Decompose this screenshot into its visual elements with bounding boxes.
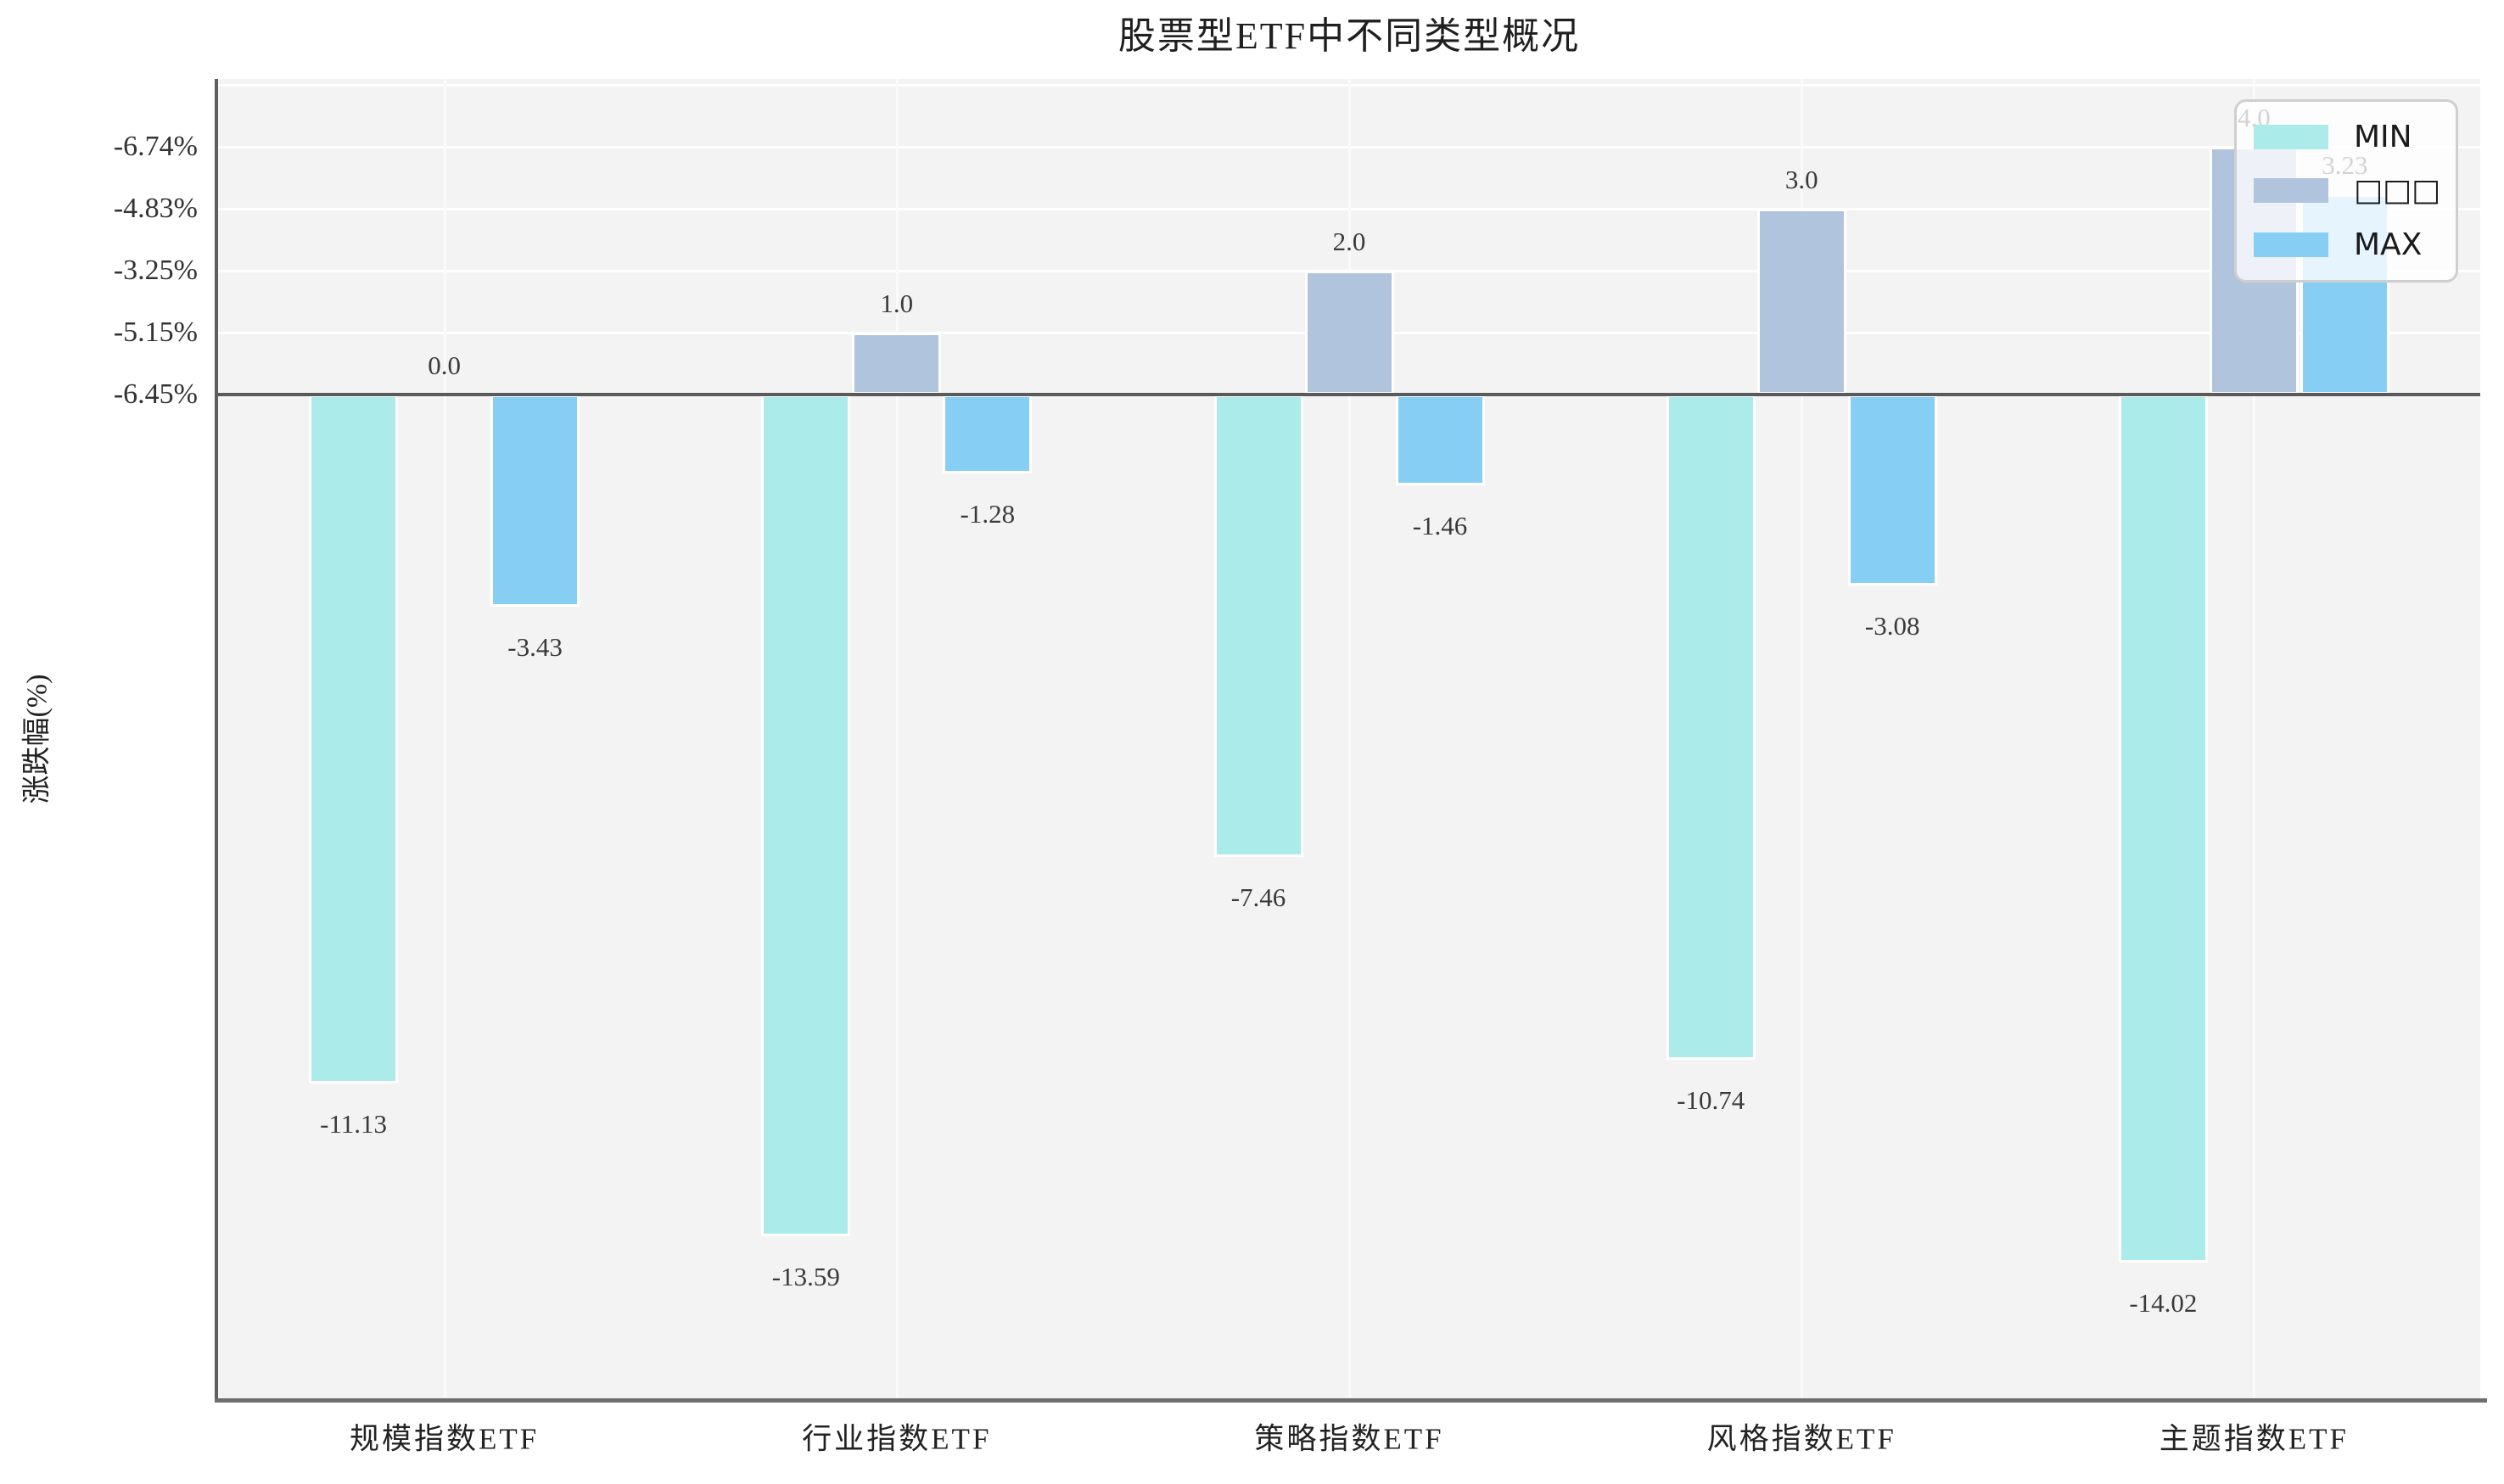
bar-MAX-规模指数ETF bbox=[490, 395, 580, 608]
bar-MIN-策略指数ETF bbox=[1213, 395, 1303, 857]
bar-MIN-风格指数ETF bbox=[1666, 395, 1756, 1061]
v-gridline bbox=[895, 79, 899, 1400]
bar-value-label: -3.08 bbox=[1864, 610, 1920, 641]
bar-□□□-风格指数ETF bbox=[1756, 209, 1846, 395]
legend-label: MAX bbox=[2354, 227, 2423, 262]
legend-swatch-MIN bbox=[2254, 125, 2328, 150]
bar-MAX-行业指数ETF bbox=[943, 395, 1033, 474]
x-axis-spine bbox=[215, 1398, 2487, 1403]
legend-row: MIN bbox=[2254, 120, 2456, 154]
y-tick-label: -4.83% bbox=[113, 193, 198, 224]
bar-value-label: -14.02 bbox=[2129, 1288, 2198, 1319]
bar-MAX-风格指数ETF bbox=[1847, 395, 1937, 585]
x-tick-label: 主题指数ETF bbox=[2159, 1422, 2350, 1456]
legend-label: □□□ bbox=[2354, 173, 2441, 209]
bar-value-label: -3.43 bbox=[507, 632, 563, 663]
legend-swatch-MAX bbox=[2254, 232, 2328, 257]
bar-value-label: 3.0 bbox=[1784, 165, 1818, 194]
bar-□□□-行业指数ETF bbox=[852, 333, 942, 395]
y-axis-label: 涨跌幅(%) bbox=[21, 674, 53, 804]
bar-MIN-规模指数ETF bbox=[309, 395, 399, 1084]
x-tick-label: 行业指数ETF bbox=[802, 1422, 992, 1456]
bar-value-label: 0.0 bbox=[428, 350, 461, 380]
chart-title: 股票型ETF中不同类型概况 bbox=[1118, 15, 1581, 57]
bar-MIN-主题指数ETF bbox=[2118, 395, 2208, 1263]
legend-row: □□□ bbox=[2254, 173, 2456, 208]
bar-value-label: -1.46 bbox=[1412, 510, 1468, 540]
y-tick-label: -3.25% bbox=[113, 255, 198, 286]
y-axis-spine bbox=[215, 79, 218, 1402]
bar-MAX-策略指数ETF bbox=[1395, 395, 1485, 485]
plot-area: -11.13 -13.59 -7.46 -10.74 -14.02 0.0 1.0 2.0 3.… bbox=[218, 79, 2480, 1400]
bar-value-label: -1.28 bbox=[960, 499, 1016, 529]
y-tick-label: -5.15% bbox=[113, 316, 198, 348]
legend-row: MAX bbox=[2254, 227, 2456, 262]
v-gridline bbox=[1348, 79, 1351, 1400]
bar-MIN-行业指数ETF bbox=[761, 395, 851, 1237]
v-gridline bbox=[443, 79, 446, 1400]
y-tick-label: -6.74% bbox=[113, 131, 198, 162]
x-tick-label: 规模指数ETF bbox=[349, 1422, 540, 1456]
bar-value-label: 1.0 bbox=[880, 288, 914, 318]
bar-value-label: 2.0 bbox=[1332, 227, 1366, 256]
bar-value-label: -7.46 bbox=[1230, 882, 1286, 912]
v-gridline bbox=[1801, 79, 1804, 1400]
bar-value-label: -13.59 bbox=[771, 1262, 840, 1292]
y-tick-label: -6.45% bbox=[113, 378, 198, 410]
zero-line bbox=[218, 393, 2480, 396]
bar-value-label: -10.74 bbox=[1677, 1085, 1745, 1116]
bar-value-label: -11.13 bbox=[320, 1109, 388, 1140]
legend-label: MIN bbox=[2354, 120, 2412, 155]
legend: MIN □□□ MAX bbox=[2234, 99, 2458, 283]
bar-□□□-策略指数ETF bbox=[1304, 271, 1394, 395]
v-gridline bbox=[2253, 79, 2256, 1400]
x-tick-label: 风格指数ETF bbox=[1706, 1422, 1896, 1456]
x-tick-label: 策略指数ETF bbox=[1254, 1422, 1444, 1456]
legend-swatch-□□□ bbox=[2254, 178, 2328, 204]
